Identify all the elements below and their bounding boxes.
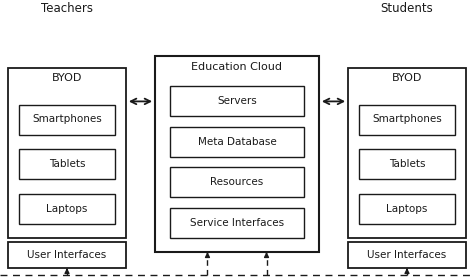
Text: BYOD: BYOD: [392, 73, 422, 83]
FancyBboxPatch shape: [19, 193, 115, 223]
Text: Tablets: Tablets: [49, 159, 85, 169]
FancyBboxPatch shape: [8, 68, 126, 238]
FancyBboxPatch shape: [359, 149, 455, 179]
FancyBboxPatch shape: [359, 193, 455, 223]
FancyBboxPatch shape: [170, 87, 304, 116]
Text: Students: Students: [381, 1, 433, 15]
Text: User Interfaces: User Interfaces: [27, 250, 107, 260]
FancyBboxPatch shape: [170, 127, 304, 157]
Text: Service Interfaces: Service Interfaces: [190, 218, 284, 228]
FancyBboxPatch shape: [348, 242, 466, 268]
Text: User Interfaces: User Interfaces: [367, 250, 447, 260]
Text: Education Cloud: Education Cloud: [191, 62, 283, 72]
FancyBboxPatch shape: [8, 242, 126, 268]
Text: Meta Database: Meta Database: [198, 137, 276, 147]
FancyBboxPatch shape: [359, 104, 455, 134]
FancyBboxPatch shape: [19, 149, 115, 179]
FancyBboxPatch shape: [348, 68, 466, 238]
FancyBboxPatch shape: [170, 207, 304, 238]
FancyBboxPatch shape: [170, 167, 304, 197]
Text: Tablets: Tablets: [389, 159, 425, 169]
Text: BYOD: BYOD: [52, 73, 82, 83]
Text: Servers: Servers: [217, 96, 257, 106]
Text: Laptops: Laptops: [46, 204, 88, 213]
Text: Smartphones: Smartphones: [32, 115, 102, 125]
FancyBboxPatch shape: [19, 104, 115, 134]
FancyBboxPatch shape: [155, 56, 319, 252]
Text: Smartphones: Smartphones: [372, 115, 442, 125]
Text: Laptops: Laptops: [386, 204, 428, 213]
Text: Teachers: Teachers: [41, 1, 93, 15]
Text: Resources: Resources: [210, 177, 264, 187]
